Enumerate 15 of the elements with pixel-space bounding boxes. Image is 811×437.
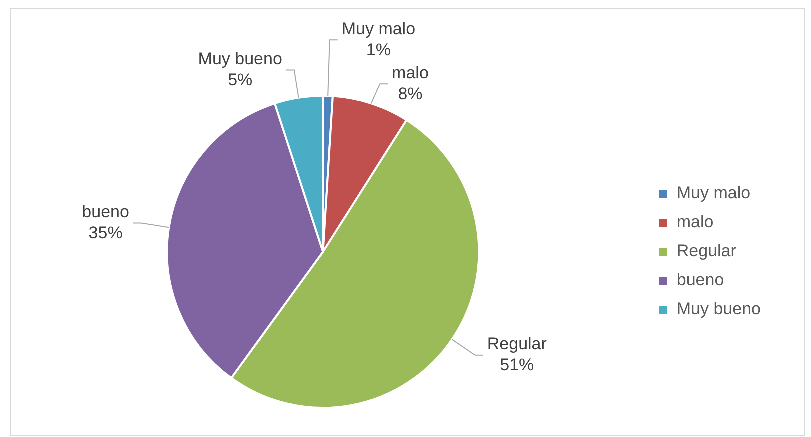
- data-label: 35%: [88, 223, 123, 242]
- data-label: 8%: [398, 84, 423, 104]
- data-label: 1%: [366, 40, 391, 60]
- slice-label: Muy bueno: [198, 49, 282, 68]
- slice-label: malo: [392, 63, 429, 82]
- data-label: 5%: [228, 70, 253, 90]
- legend-label: Muy malo: [676, 184, 751, 203]
- slice-label: Muy malo: [342, 19, 416, 38]
- data-label: 51%: [500, 356, 534, 375]
- legend-label: bueno: [676, 270, 724, 290]
- slice-label: Regular: [487, 334, 548, 354]
- legend-label: Muy bueno: [676, 300, 762, 319]
- legend-label: malo: [676, 212, 714, 232]
- slice-label: bueno: [82, 202, 130, 222]
- legend-label: Regular: [676, 242, 737, 261]
